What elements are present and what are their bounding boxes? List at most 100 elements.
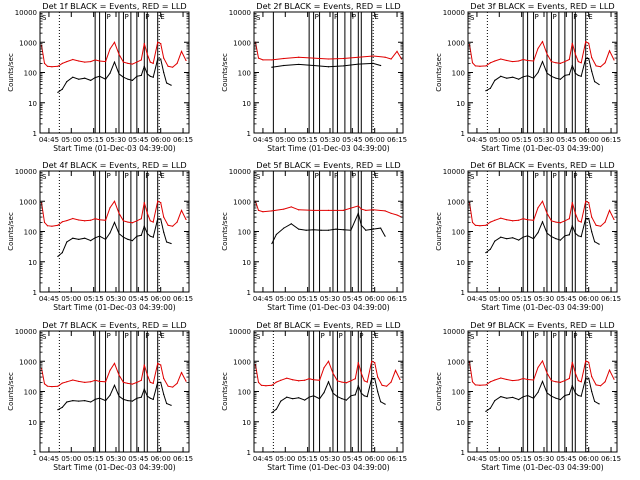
marker-p: P bbox=[315, 172, 319, 180]
x-axis-label: Start Time (01-Dec-03 04:39:00) bbox=[53, 303, 175, 312]
events-point bbox=[72, 400, 74, 402]
y-tick-label: 100 bbox=[238, 229, 251, 237]
x-tick-label: 05:15 bbox=[512, 136, 532, 144]
events-point bbox=[90, 79, 92, 81]
lld-point bbox=[357, 56, 359, 58]
y-tick-label: 100 bbox=[24, 389, 37, 397]
lld-point bbox=[365, 209, 367, 211]
events-point bbox=[290, 223, 292, 225]
x-tick-label: 06:15 bbox=[601, 136, 621, 144]
lld-point bbox=[390, 212, 392, 214]
events-point bbox=[94, 398, 96, 400]
x-tick-label: 05:45 bbox=[556, 455, 576, 463]
events-point bbox=[357, 385, 359, 387]
events-point bbox=[313, 64, 315, 67]
events-point bbox=[537, 391, 539, 393]
lld-point bbox=[185, 59, 187, 62]
lld-point bbox=[494, 60, 496, 62]
events-point bbox=[522, 236, 524, 238]
events-point bbox=[143, 65, 145, 67]
x-tick-label: 05:30 bbox=[320, 136, 340, 144]
lld-point bbox=[51, 225, 53, 227]
events-point bbox=[104, 78, 107, 80]
lld-point bbox=[384, 210, 386, 212]
lld-point bbox=[290, 206, 292, 208]
lld-point bbox=[518, 379, 520, 381]
lld-point bbox=[336, 380, 339, 382]
lld-point bbox=[283, 208, 285, 210]
y-tick-label: 10000 bbox=[15, 9, 37, 17]
events-point bbox=[127, 400, 129, 402]
events-point bbox=[588, 217, 590, 220]
lld-point bbox=[176, 62, 178, 64]
lld-point bbox=[152, 221, 154, 223]
lld-point bbox=[72, 379, 74, 381]
lld-point bbox=[527, 378, 529, 381]
lld-point bbox=[550, 60, 553, 63]
lld-point bbox=[532, 60, 535, 62]
lld-point bbox=[271, 210, 273, 212]
lld-point bbox=[608, 369, 611, 371]
x-tick-label: 05:30 bbox=[106, 136, 126, 144]
plot-frame bbox=[39, 170, 190, 293]
lld-point bbox=[588, 361, 590, 363]
events-point bbox=[527, 235, 529, 237]
events-point bbox=[555, 397, 557, 399]
y-tick-label: 10000 bbox=[229, 9, 251, 17]
events-point bbox=[146, 395, 148, 397]
lld-point bbox=[489, 221, 491, 223]
lld-point bbox=[280, 379, 282, 381]
events-series-line bbox=[485, 377, 600, 412]
events-point bbox=[580, 395, 582, 397]
y-tick-label: 1000 bbox=[447, 358, 465, 366]
plot-frame bbox=[253, 330, 404, 453]
y-tick-label: 100 bbox=[238, 70, 251, 78]
lld-point bbox=[613, 59, 615, 61]
events-point bbox=[313, 395, 315, 397]
events-point bbox=[320, 229, 322, 231]
events-point bbox=[131, 79, 133, 81]
lld-point bbox=[559, 222, 561, 224]
lld-point bbox=[386, 385, 388, 387]
marker-p: P bbox=[552, 332, 556, 340]
events-point bbox=[127, 78, 129, 80]
events-point bbox=[170, 84, 172, 86]
lld-point bbox=[399, 378, 401, 381]
events-point bbox=[537, 231, 539, 234]
x-tick-label: 04:45 bbox=[253, 455, 273, 463]
events-point bbox=[598, 243, 600, 245]
events-point bbox=[292, 398, 294, 400]
lld-point bbox=[176, 382, 178, 385]
lld-point bbox=[140, 218, 142, 220]
marker-e: E bbox=[588, 13, 592, 21]
x-axis-label: Start Time (01-Dec-03 04:39:00) bbox=[481, 144, 603, 153]
x-tick-label: 05:15 bbox=[84, 295, 104, 303]
events-point bbox=[99, 397, 101, 399]
lld-point bbox=[160, 43, 162, 45]
lld-point bbox=[323, 367, 325, 369]
panel-title: Det 6f BLACK = Events, RED = LLD bbox=[470, 160, 614, 170]
lld-point bbox=[559, 62, 561, 64]
detector-panel: Det 4f BLACK = Events, RED = LLD S P P P E 1 10… bbox=[7, 160, 193, 312]
events-point bbox=[327, 229, 330, 231]
events-point bbox=[527, 394, 529, 397]
lld-point bbox=[43, 383, 46, 385]
events-point bbox=[157, 218, 159, 220]
lld-point bbox=[532, 219, 535, 221]
lld-point bbox=[109, 48, 111, 50]
events-point bbox=[298, 63, 300, 66]
events-point bbox=[512, 237, 514, 239]
x-tick-label: 04:45 bbox=[467, 295, 487, 303]
events-point bbox=[345, 399, 347, 401]
marker-p: P bbox=[352, 172, 356, 180]
events-point bbox=[384, 235, 386, 237]
lld-point bbox=[163, 377, 165, 380]
lld-point bbox=[257, 381, 260, 383]
events-point bbox=[494, 240, 496, 242]
lld-point bbox=[298, 56, 300, 58]
lld-point bbox=[51, 66, 53, 68]
lld-series-line bbox=[255, 201, 402, 218]
lld-point bbox=[257, 57, 260, 59]
lld-point bbox=[118, 212, 120, 214]
